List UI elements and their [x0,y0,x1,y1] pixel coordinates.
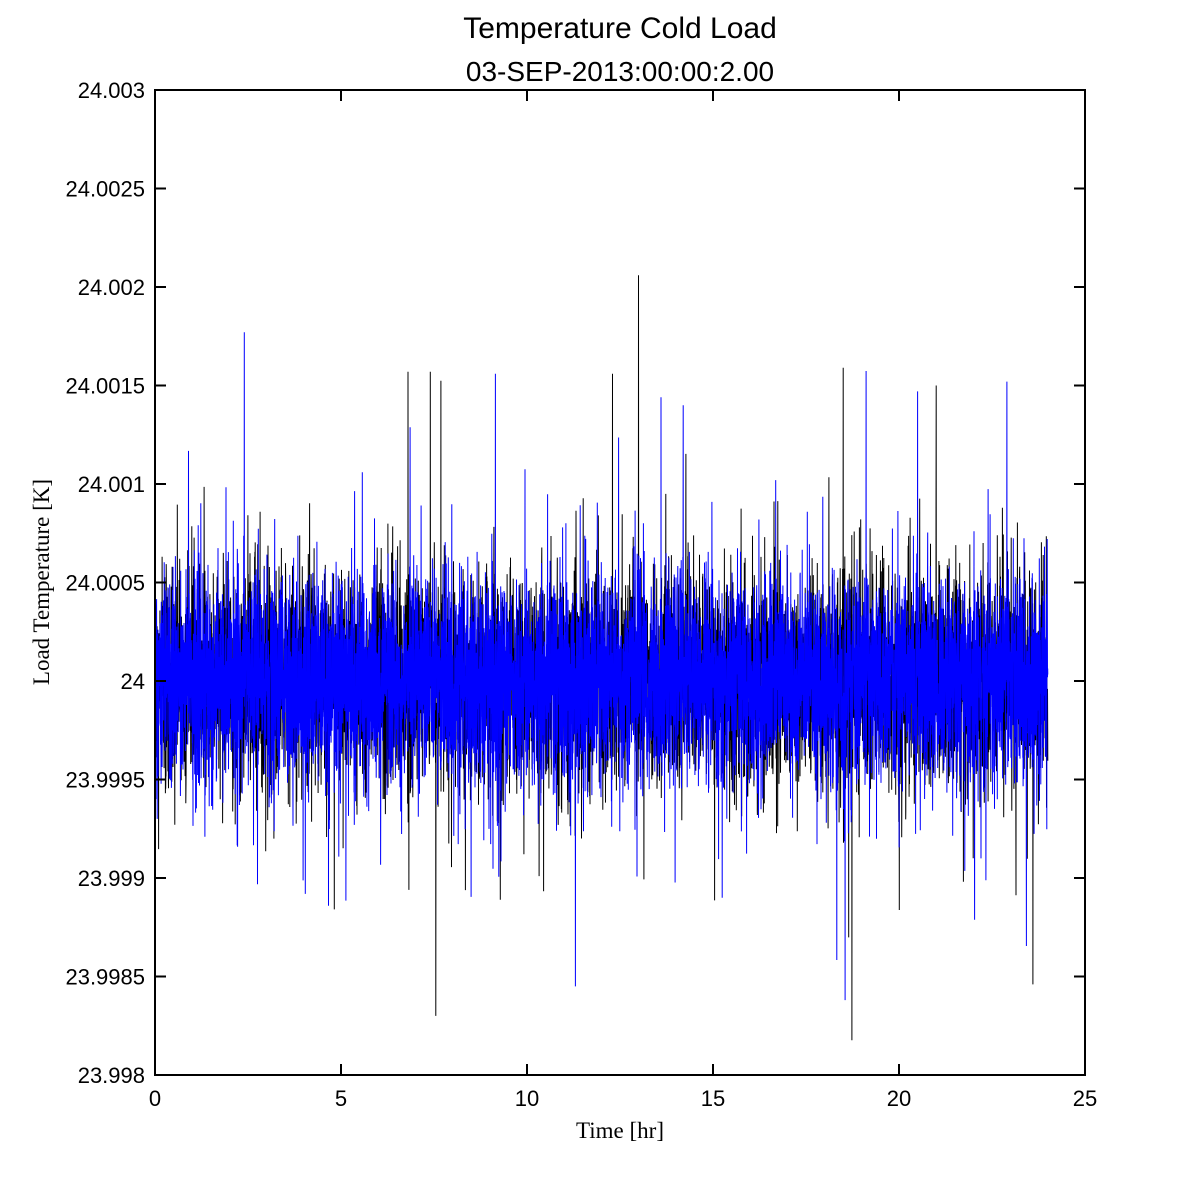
y-tick-label: 24.0015 [65,374,145,399]
x-tick-label: 25 [1073,1086,1097,1111]
y-tick-label: 24 [121,669,145,694]
x-tick-label: 10 [515,1086,539,1111]
y-tick-label: 23.999 [78,866,145,891]
y-tick-label: 23.9985 [65,965,145,990]
y-tick-label: 24.0005 [65,571,145,596]
x-tick-label: 20 [887,1086,911,1111]
y-tick-label: 23.998 [78,1063,145,1088]
x-tick-label: 15 [701,1086,725,1111]
y-tick-label: 24.003 [78,78,145,103]
x-axis-label: Time [hr] [576,1118,664,1143]
chart-title: Temperature Cold Load [463,12,777,45]
series-cold-load-temperature [155,332,1049,1001]
y-tick-label: 24.002 [78,275,145,300]
x-tick-label: 5 [335,1086,347,1111]
y-tick-label: 23.9995 [65,768,145,793]
chart-subtitle: 03-SEP-2013:00:00:2.00 [465,56,775,87]
x-tick-label: 0 [149,1086,161,1111]
y-tick-label: 24.001 [78,472,145,497]
y-tick-label: 24.0025 [65,177,145,202]
